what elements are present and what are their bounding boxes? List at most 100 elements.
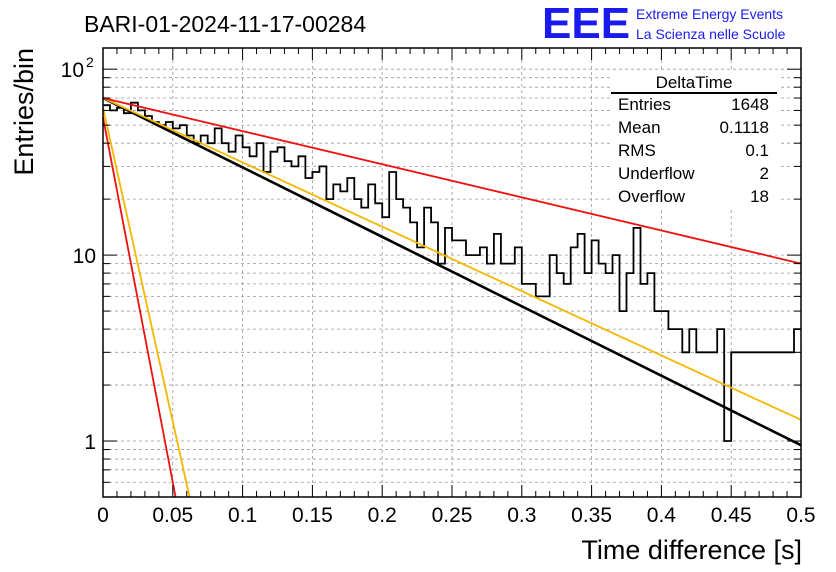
histogram-bin <box>438 264 445 497</box>
histogram-bin <box>613 255 620 497</box>
histogram-bin <box>131 103 138 497</box>
stats-title: DeltaTime <box>656 73 733 92</box>
histogram-bin <box>578 234 585 497</box>
histogram-bin <box>529 284 536 497</box>
histogram-bin <box>661 311 668 497</box>
histogram-bin <box>654 311 661 497</box>
histogram-bin <box>627 273 634 497</box>
histogram-bin <box>264 172 271 497</box>
histogram-bin <box>571 247 578 497</box>
logo-mark: EEE <box>542 0 630 48</box>
stats-row-value: 0.1 <box>745 141 769 160</box>
histogram-bin <box>564 284 571 497</box>
histogram-bin <box>278 147 285 497</box>
histogram-bin <box>550 255 557 497</box>
histogram-bin <box>703 352 710 497</box>
histogram-bin <box>640 284 647 497</box>
y-tick-label: 1 <box>84 431 96 454</box>
logo-line-2: La Scienza nelle Scuole <box>636 26 786 42</box>
histogram-bin <box>675 329 682 497</box>
histogram-bin <box>215 128 222 497</box>
x-tick-label: 0 <box>97 504 109 527</box>
histogram-bin <box>717 329 724 497</box>
histogram-bin <box>543 296 550 497</box>
eee-logo: EEE Extreme Energy Events La Scienza nel… <box>542 0 786 48</box>
stats-row-value: 1648 <box>731 95 769 114</box>
histogram-bin <box>117 108 124 497</box>
histogram-bin <box>452 240 459 497</box>
histogram-bin <box>347 178 354 497</box>
histogram-bin <box>599 264 606 497</box>
x-tick-label: 0.5 <box>786 504 815 527</box>
histogram-bin <box>417 247 424 497</box>
histogram-bin <box>124 113 131 497</box>
histogram-bin <box>585 273 592 497</box>
stats-row-value: 0.1118 <box>720 118 769 137</box>
histogram-bin <box>724 441 731 497</box>
x-tick-label: 0.4 <box>647 504 677 527</box>
x-tick-label: 0.35 <box>571 504 612 527</box>
histogram-bin <box>103 105 110 497</box>
histogram-bin <box>647 273 654 497</box>
stats-row-value: 18 <box>750 187 769 206</box>
histogram-bin <box>291 166 298 497</box>
fit-line <box>102 117 177 498</box>
x-tick-label: 0.2 <box>368 504 397 527</box>
run-title: BARI-01-2024-11-17-00284 <box>84 11 366 37</box>
y-tick-exponent: 2 <box>86 54 94 70</box>
histogram-bin <box>208 143 215 497</box>
histogram-bin <box>229 152 236 497</box>
histogram-bin <box>222 143 229 497</box>
x-tick-label: 0.25 <box>432 504 473 527</box>
histogram-bin <box>766 352 773 497</box>
histogram-bin <box>152 122 159 497</box>
histogram-bin <box>354 199 361 497</box>
histogram-bin <box>606 273 613 497</box>
x-tick-label: 0.15 <box>292 504 333 527</box>
fit-line <box>102 97 802 265</box>
histogram-bin <box>794 329 801 497</box>
histogram-bin <box>257 143 264 497</box>
histogram-bin <box>305 178 312 497</box>
stats-row-label: Mean <box>618 118 661 137</box>
histogram-bin <box>236 135 243 497</box>
stats-row-label: Entries <box>618 95 671 114</box>
fit-line <box>102 97 802 421</box>
histogram-bin <box>271 152 278 497</box>
y-tick-label: 10 <box>73 245 96 268</box>
histogram-bin <box>319 166 326 497</box>
histogram-bin <box>787 352 794 497</box>
histogram-bin <box>180 125 187 497</box>
fit-line <box>102 96 802 447</box>
histogram-bin <box>250 156 257 497</box>
stats-box: DeltaTime Entries 1648 Mean 0.1118 RMS 0.1 Und… <box>610 70 780 210</box>
histogram-bin <box>710 352 717 497</box>
y-tick-label: 10 <box>61 59 84 82</box>
histogram-bin <box>166 122 173 497</box>
histogram-bin <box>333 184 340 497</box>
histogram-bin <box>410 222 417 497</box>
histogram-bin <box>515 247 522 497</box>
x-tick-label: 0.1 <box>228 504 257 527</box>
x-tick-label: 0.45 <box>711 504 752 527</box>
stats-row-label: Overflow <box>618 187 686 206</box>
histogram-bars <box>103 101 801 497</box>
histogram-bin <box>326 199 333 497</box>
histogram-bin <box>375 203 382 497</box>
histogram-bin <box>194 143 201 497</box>
histogram-bin <box>738 352 745 497</box>
histogram-bin <box>424 208 431 497</box>
histogram-bin <box>592 240 599 497</box>
histogram-bin <box>173 128 180 497</box>
stats-row-label: RMS <box>618 141 656 160</box>
histogram-bin <box>243 147 250 497</box>
histogram-bin <box>682 352 689 497</box>
axis-ticks: 0 0.05 0.1 0.15 0.2 0.25 0.3 0.35 0.4 0.45 0.5 1 10 1… <box>61 48 816 527</box>
histogram-bin <box>312 172 319 497</box>
histogram-bin <box>284 161 291 497</box>
histogram-outline <box>103 101 801 442</box>
histogram-bin <box>298 156 305 497</box>
x-tick-label: 0.05 <box>152 504 193 527</box>
histogram-bin <box>201 135 208 497</box>
